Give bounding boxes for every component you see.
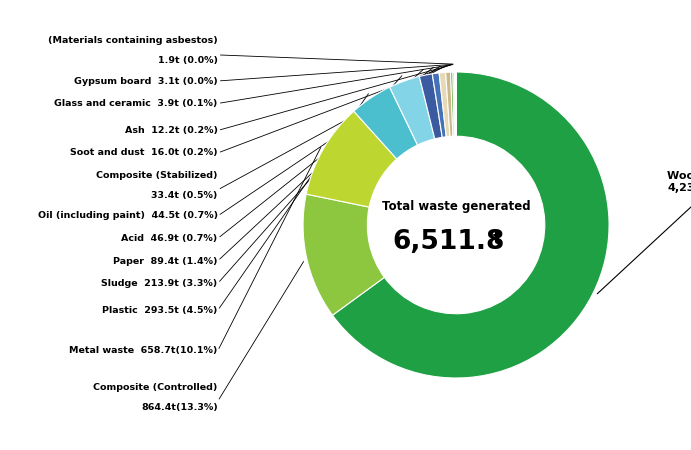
Text: Ash  12.2t (0.2%): Ash 12.2t (0.2%) <box>124 126 218 135</box>
Text: Composite (Stabilized): Composite (Stabilized) <box>96 171 218 180</box>
Wedge shape <box>433 73 446 137</box>
Text: Acid  46.9t (0.7%): Acid 46.9t (0.7%) <box>122 234 218 243</box>
Wedge shape <box>451 72 454 136</box>
Wedge shape <box>332 72 609 378</box>
Text: Sludge  213.9t (3.3%): Sludge 213.9t (3.3%) <box>102 279 218 288</box>
Text: t: t <box>493 230 502 248</box>
Text: Plastic  293.5t (4.5%): Plastic 293.5t (4.5%) <box>102 306 218 315</box>
Text: Metal waste  658.7t(10.1%): Metal waste 658.7t(10.1%) <box>69 346 218 356</box>
Wedge shape <box>390 76 435 145</box>
Wedge shape <box>354 87 417 159</box>
Wedge shape <box>419 74 442 139</box>
Text: 33.4t (0.5%): 33.4t (0.5%) <box>151 191 218 200</box>
Wedge shape <box>453 72 455 136</box>
Text: (Materials containing asbestos): (Materials containing asbestos) <box>48 36 218 45</box>
Text: Glass and ceramic  3.9t (0.1%): Glass and ceramic 3.9t (0.1%) <box>55 99 218 108</box>
Text: Wood waste
4,230.1t(65.0%): Wood waste 4,230.1t(65.0%) <box>597 171 691 294</box>
Text: Oil (including paint)  44.5t (0.7%): Oil (including paint) 44.5t (0.7%) <box>37 212 218 220</box>
Text: 1.9t (0.0%): 1.9t (0.0%) <box>158 56 218 65</box>
Text: 6,511.8: 6,511.8 <box>392 229 504 255</box>
Wedge shape <box>446 72 453 136</box>
Wedge shape <box>303 194 384 315</box>
Text: Composite (Controlled): Composite (Controlled) <box>93 382 218 392</box>
Text: 864.4t(13.3%): 864.4t(13.3%) <box>141 403 218 412</box>
Text: Paper  89.4t (1.4%): Paper 89.4t (1.4%) <box>113 256 218 266</box>
Text: Soot and dust  16.0t (0.2%): Soot and dust 16.0t (0.2%) <box>70 148 218 157</box>
Wedge shape <box>439 72 450 137</box>
Text: Total waste generated: Total waste generated <box>381 200 531 213</box>
Wedge shape <box>306 111 397 207</box>
Text: Gypsum board  3.1t (0.0%): Gypsum board 3.1t (0.0%) <box>74 76 218 86</box>
